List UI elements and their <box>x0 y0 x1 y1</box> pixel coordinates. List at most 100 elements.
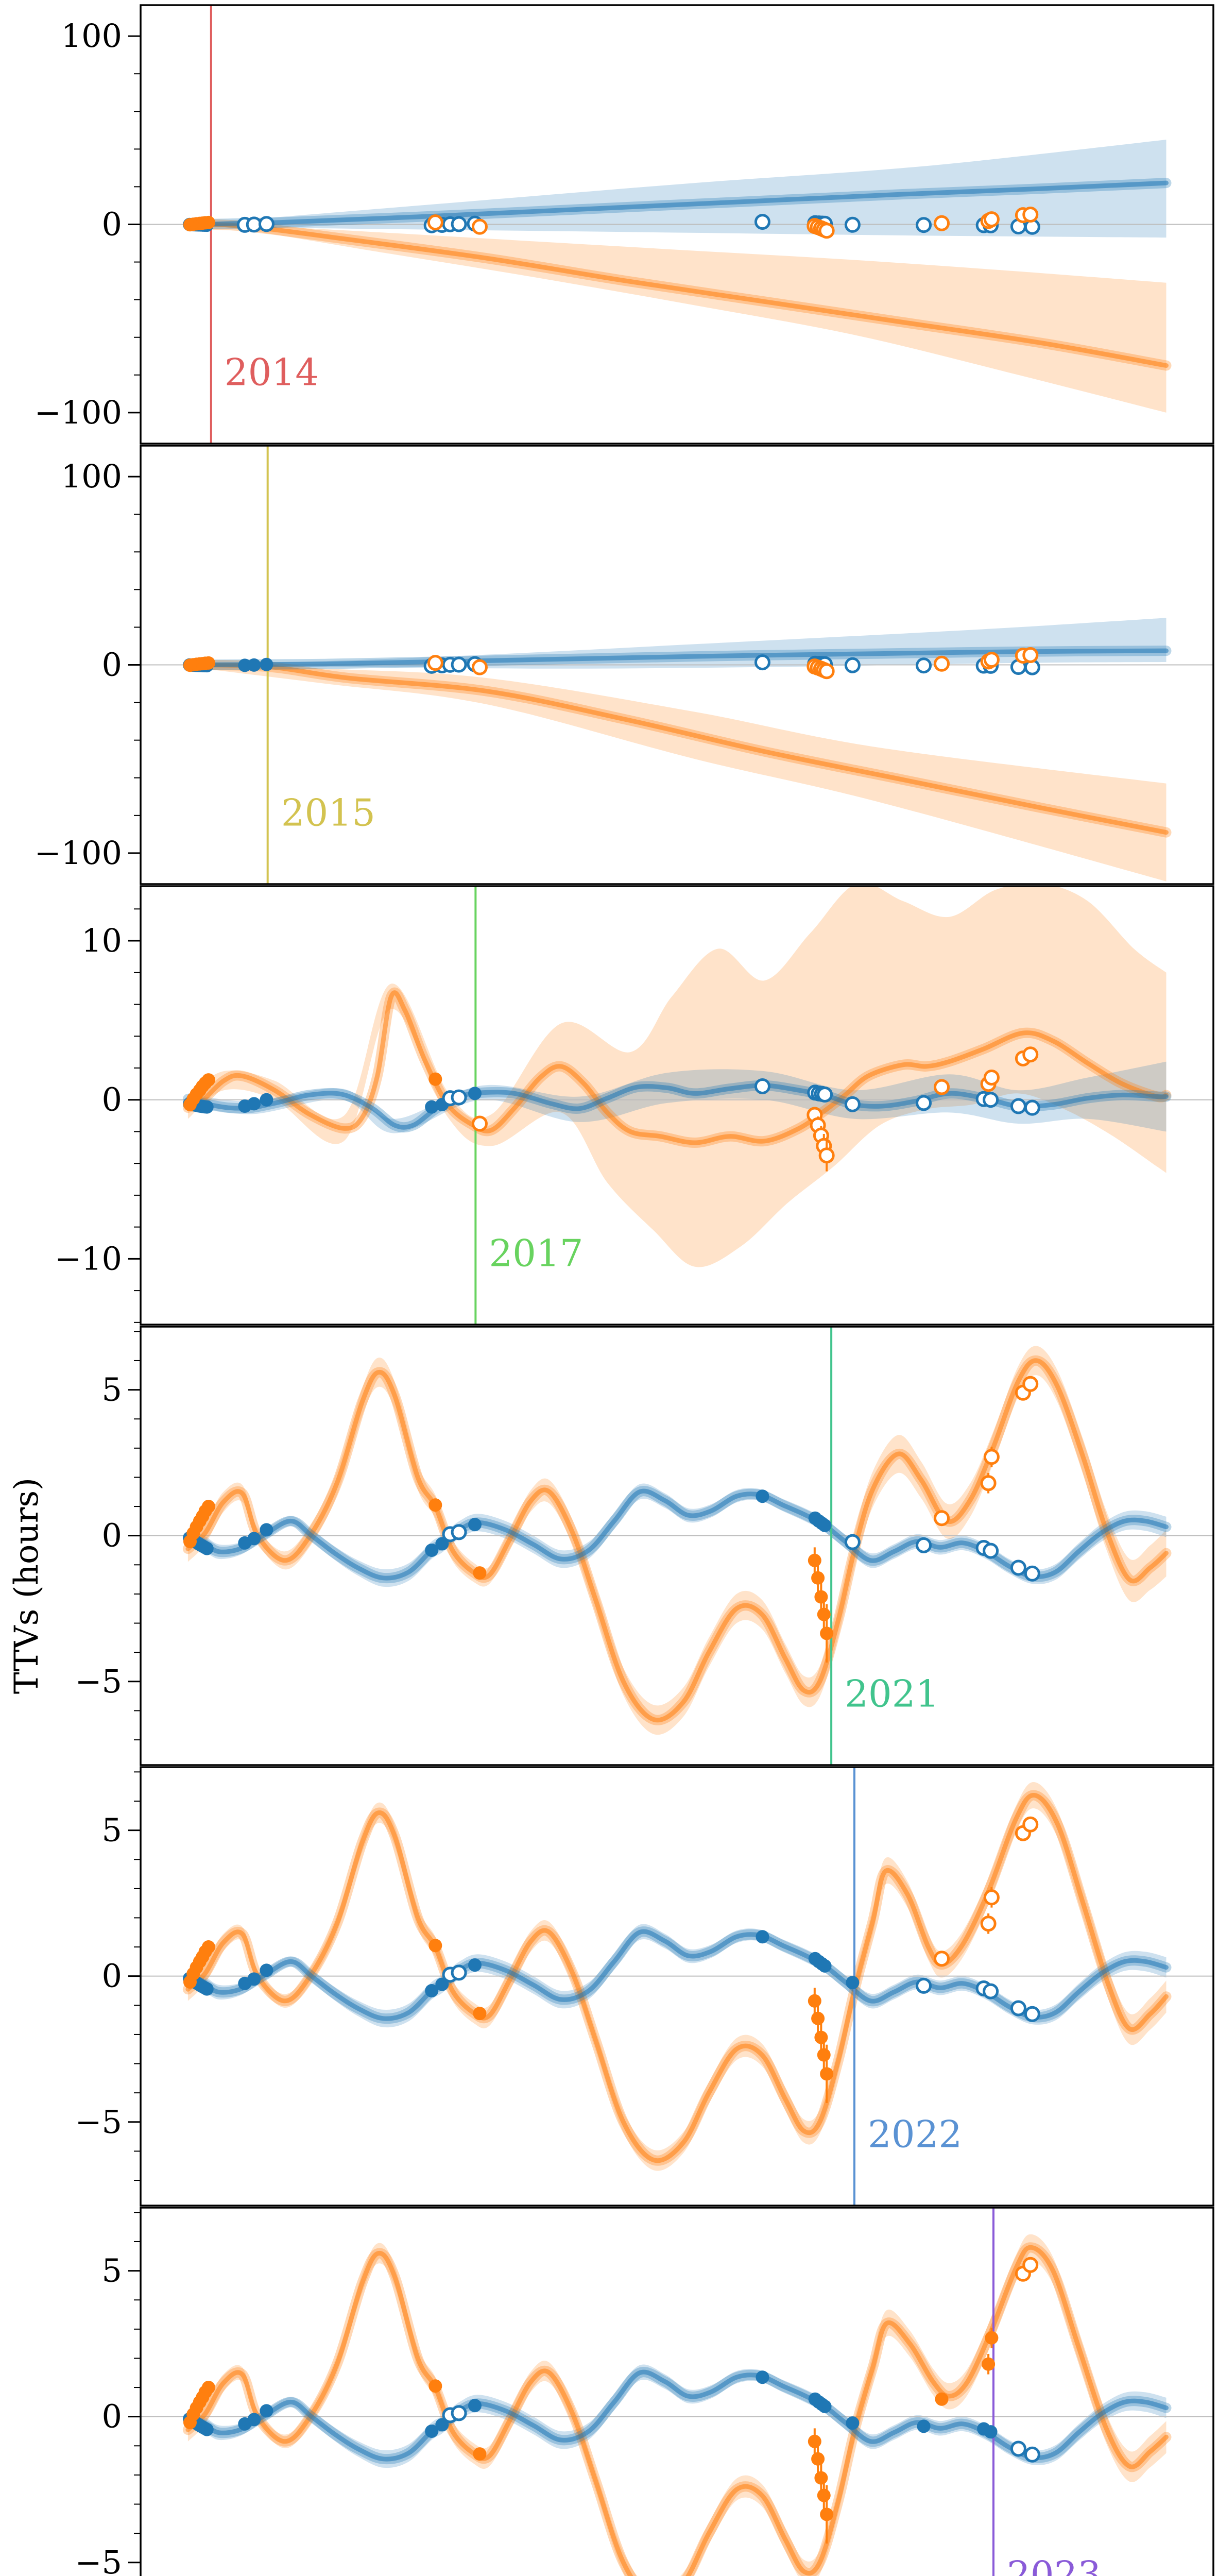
blue-open-point <box>1024 1099 1040 1116</box>
orange-open-point <box>818 663 835 680</box>
plot-area <box>141 1327 1213 1765</box>
y-tick-label: 0 <box>102 1081 122 1118</box>
blue-filled-point <box>425 2424 439 2438</box>
blue-open-point <box>1024 2006 1040 2022</box>
orange-filled-point <box>428 2379 442 2393</box>
plot-area <box>141 2208 1213 2576</box>
orange-open-point <box>471 1115 488 1132</box>
orange-filled-point <box>428 1072 442 1086</box>
panel-2023: 2023 5 0 −5 <box>75 2207 1214 2576</box>
orange-filled-point <box>473 2007 487 2021</box>
orange-filled-point <box>811 2011 825 2025</box>
panel-2014: 2014 100 0 −100 <box>35 4 1214 445</box>
y-axis-ticks <box>128 1771 141 2181</box>
blue-filled-point <box>917 2419 931 2433</box>
panel-frame <box>140 885 1214 1326</box>
blue-filled-point <box>247 1532 261 1546</box>
orange-open-point <box>934 1079 950 1095</box>
orange-open-point <box>934 655 950 672</box>
blue-filled-point <box>756 1489 769 1503</box>
blue-open-point <box>844 1534 861 1550</box>
orange-model-curve <box>185 1358 1169 1723</box>
blue-filled-point <box>818 1959 832 1973</box>
plot-area <box>141 1767 1213 2206</box>
orange-model-curve <box>185 663 1169 835</box>
blue-filled-point <box>468 2399 482 2413</box>
blue-open-point <box>844 1096 861 1112</box>
orange-open-point <box>471 218 488 235</box>
orange-filled-point <box>201 1500 215 1514</box>
blue-open-point <box>817 1087 833 1103</box>
orange-model-curve <box>185 1793 1169 2163</box>
orange-uncertainty-band <box>187 2234 1166 2576</box>
orange-open-point <box>983 211 1000 228</box>
blue-filled-point <box>260 657 273 671</box>
blue-filled-point <box>260 1523 273 1537</box>
orange-model-curve <box>185 2245 1169 2576</box>
orange-filled-point <box>814 2030 828 2044</box>
orange-filled-point <box>817 2048 831 2062</box>
blue-filled-point <box>756 1930 769 1944</box>
blue-open-point <box>258 216 275 232</box>
blue-open-point <box>451 1524 467 1540</box>
orange-filled-point <box>428 1498 442 1512</box>
blue-open-point <box>451 216 467 232</box>
y-axis-ticks <box>128 1331 141 1741</box>
blue-open-point <box>1024 2446 1040 2463</box>
blue-open-point <box>983 1543 999 1559</box>
y-tick-label: −10 <box>55 1240 122 1277</box>
blue-open-point <box>916 1977 932 1994</box>
blue-open-point <box>1010 1560 1026 1576</box>
orange-model-curve-halo <box>182 1790 1172 2166</box>
blue-filled-point <box>984 2425 998 2439</box>
panel-2021: 2021 5 0 −5 <box>75 1326 1214 1766</box>
blue-uncertainty-band <box>187 140 1166 238</box>
y-tick-label: 5 <box>102 1371 122 1409</box>
orange-filled-point <box>808 1553 821 1567</box>
blue-filled-point <box>247 2413 261 2427</box>
blue-filled-point <box>468 1958 482 1972</box>
orange-filled-point <box>814 2471 828 2485</box>
y-tick-label: 10 <box>81 922 122 959</box>
blue-filled-point <box>468 1087 482 1100</box>
blue-open-point <box>916 1095 932 1111</box>
orange-uncertainty-band <box>187 1346 1166 1735</box>
blue-open-point <box>916 657 932 674</box>
y-tick-label: −5 <box>75 2103 122 2141</box>
blue-uncertainty-band <box>187 1924 1166 2028</box>
blue-open-point <box>1010 2441 1026 2457</box>
blue-open-point <box>1024 1565 1040 1582</box>
orange-filled-point <box>817 1607 831 1621</box>
y-axis-ticks <box>128 35 141 414</box>
orange-open-point <box>427 655 443 671</box>
y-tick-label: 0 <box>102 1517 122 1554</box>
orange-open-point <box>983 1889 1000 1906</box>
orange-filled-point <box>201 215 215 229</box>
blue-open-point <box>451 656 467 673</box>
orange-open-point <box>983 1069 1000 1086</box>
plot-area <box>141 5 1213 444</box>
year-label-2023: 2023 <box>1007 2553 1101 2576</box>
orange-open-point <box>983 1449 1000 1465</box>
blue-open-point <box>754 1078 770 1094</box>
blue-open-point <box>1010 2000 1026 2016</box>
blue-uncertainty-band <box>187 618 1166 669</box>
orange-filled-point <box>808 2434 821 2448</box>
y-tick-label: 0 <box>102 646 122 684</box>
panel-frame <box>140 1326 1214 1766</box>
blue-model-curve <box>185 1488 1169 1581</box>
orange-open-point <box>471 659 488 675</box>
y-axis-ticks <box>128 2212 141 2564</box>
blue-model-curve <box>185 1929 1169 2021</box>
orange-open-point <box>934 1510 950 1527</box>
panel-frame <box>140 2207 1214 2576</box>
blue-filled-point <box>425 1100 439 1114</box>
blue-open-point <box>1010 1098 1026 1114</box>
blue-uncertainty-band <box>187 2364 1166 2468</box>
year-label-2021: 2021 <box>845 1672 939 1716</box>
y-axis-ticks <box>128 908 141 1323</box>
blue-model-curve <box>185 2369 1169 2462</box>
orange-open-point <box>1022 1816 1039 1833</box>
orange-open-point <box>980 1916 997 1932</box>
blue-filled-point <box>200 1541 214 1555</box>
